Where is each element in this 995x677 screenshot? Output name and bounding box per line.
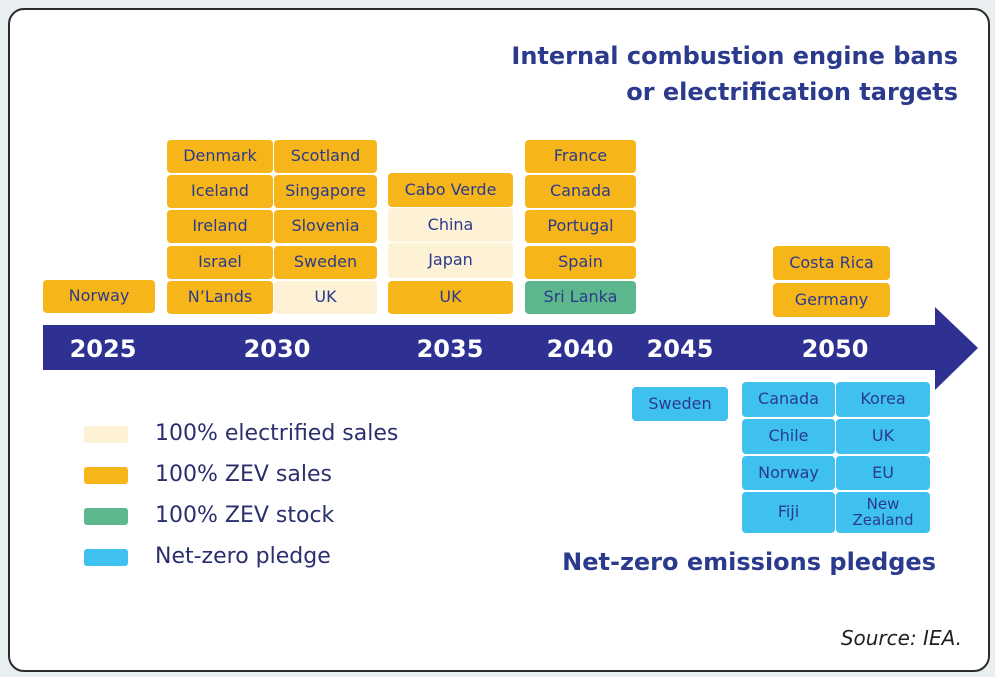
target-box: UK — [274, 281, 377, 314]
legend-swatch — [84, 549, 128, 566]
target-box: Germany — [773, 283, 890, 317]
pledge-box: Fiji — [742, 492, 835, 533]
pledge-box: Canada — [742, 382, 835, 417]
target-box: Sweden — [274, 246, 377, 279]
title-line: or electrification targets — [626, 78, 958, 106]
target-box: Costa Rica — [773, 246, 890, 280]
target-box: Sri Lanka — [525, 281, 636, 314]
target-box: Slovenia — [274, 210, 377, 243]
source: Source: IEA. — [840, 626, 962, 650]
pledge-box: UK — [836, 419, 930, 454]
title-line: Internal combustion engine bans — [511, 42, 958, 70]
target-box: Ireland — [167, 210, 273, 243]
target-box: Canada — [525, 175, 636, 208]
legend-swatch — [84, 508, 128, 525]
pledge-box: Korea — [836, 382, 930, 417]
pledge-box: Norway — [742, 456, 835, 490]
target-box: Spain — [525, 246, 636, 279]
year-label: 2040 — [547, 335, 614, 363]
pledge-box: Sweden — [632, 387, 728, 421]
target-box: Iceland — [167, 175, 273, 208]
legend-label: 100% ZEV stock — [155, 503, 335, 528]
target-box: China — [388, 208, 513, 242]
year-label: 2045 — [647, 335, 714, 363]
year-label: 2035 — [417, 335, 484, 363]
target-box: France — [525, 140, 636, 173]
pledge-box: Chile — [742, 419, 835, 454]
pledge-box: New Zealand — [836, 492, 930, 533]
legend-label: Net-zero pledge — [155, 544, 331, 569]
year-label: 2050 — [802, 335, 869, 363]
target-box: UK — [388, 281, 513, 314]
legend-swatch — [84, 467, 128, 484]
legend-label: 100% electrified sales — [155, 421, 399, 446]
year-label: 2030 — [244, 335, 311, 363]
pledges-title: Net-zero emissions pledges — [562, 548, 936, 576]
target-box: Scotland — [274, 140, 377, 173]
pledge-box: EU — [836, 456, 930, 490]
target-box: Japan — [388, 243, 513, 278]
target-box: Cabo Verde — [388, 173, 513, 207]
legend-label: 100% ZEV sales — [155, 462, 332, 487]
timeline-arrow — [43, 307, 978, 390]
legend-swatch — [84, 426, 128, 443]
target-box: Singapore — [274, 175, 377, 208]
target-box: Portugal — [525, 210, 636, 243]
target-box: Norway — [43, 280, 155, 313]
target-box: Denmark — [167, 140, 273, 173]
year-label: 2025 — [70, 335, 137, 363]
target-box: N’Lands — [167, 281, 273, 314]
target-box: Israel — [167, 246, 273, 279]
